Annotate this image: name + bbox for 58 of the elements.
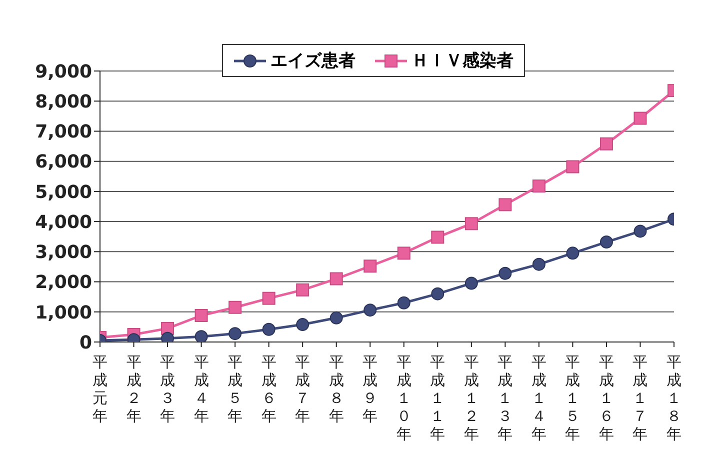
point	[532, 180, 546, 193]
point	[397, 296, 410, 310]
x-tick-label: 平成２年	[126, 353, 142, 425]
point	[498, 198, 512, 212]
legend-label: エイズ患者	[270, 50, 356, 72]
point	[532, 258, 546, 271]
legend-label: ＨＩＶ感染者	[412, 50, 514, 72]
point	[634, 224, 647, 238]
x-tick-label: 平成１１年	[430, 353, 446, 443]
x-tick-label: 平成１６年	[598, 353, 614, 443]
point	[364, 304, 377, 317]
point	[600, 137, 613, 150]
point	[296, 283, 310, 296]
point	[194, 309, 208, 322]
x-tick-label: 平成元年	[92, 353, 108, 425]
x-tick-label: 平成１４年	[531, 353, 546, 443]
point	[600, 236, 613, 249]
x-tick-label: 平成５年	[228, 353, 243, 425]
x-tick-label: 平成１２年	[464, 353, 479, 443]
y-tick-label: 2,000	[35, 272, 92, 294]
point	[464, 217, 478, 230]
x-tick-label: 平成４年	[194, 353, 209, 425]
point	[566, 160, 580, 174]
x-tick-label: 平成１０年	[396, 353, 412, 443]
point	[296, 318, 310, 332]
y-tick-label: 5,000	[35, 182, 92, 203]
point	[330, 272, 343, 286]
point	[262, 292, 276, 305]
point	[634, 112, 647, 125]
y-tick-label: 8,000	[35, 92, 92, 112]
point	[228, 300, 242, 314]
point	[364, 260, 377, 273]
point	[464, 276, 478, 290]
y-tick-label: 9,000	[35, 61, 92, 82]
x-tick-label: 平成１３年	[498, 353, 513, 443]
x-tick-label: 平成１５年	[565, 353, 580, 443]
y-tick-label: 6,000	[35, 152, 92, 173]
y-tick-label: 7,000	[35, 122, 92, 143]
point	[397, 246, 410, 260]
y-tick-label: 0	[79, 332, 92, 354]
x-tick-label: 平成３年	[160, 353, 176, 425]
point	[228, 327, 242, 340]
x-tick-label: 平成７年	[295, 353, 310, 425]
point	[194, 330, 208, 342]
point	[330, 311, 343, 324]
x-tick-label: 平成１７年	[632, 353, 648, 443]
y-tick-label: 1,000	[35, 302, 92, 324]
x-tick-label: 平成６年	[261, 353, 276, 425]
point	[498, 266, 512, 280]
point	[431, 287, 444, 300]
x-tick-label: 平成１８年	[666, 353, 682, 443]
point	[431, 230, 444, 244]
y-tick-label: 4,000	[35, 212, 92, 233]
y-tick-label: 3,000	[35, 242, 92, 264]
x-tick-label: 平成８年	[328, 353, 344, 425]
point	[262, 322, 276, 336]
x-tick-label: 平成９年	[362, 353, 378, 425]
point	[566, 246, 580, 260]
